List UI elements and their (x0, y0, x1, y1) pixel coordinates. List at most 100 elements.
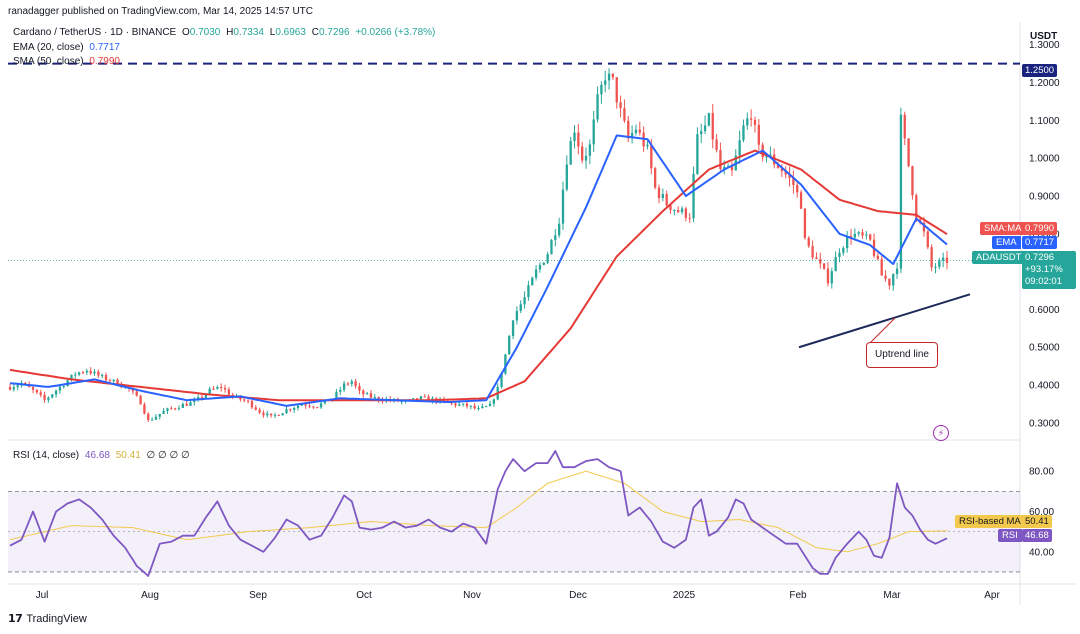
rsi-legend[interactable]: RSI (14, close) 46.68 50.41 ∅ ∅ ∅ ∅ (13, 450, 190, 461)
candle-body (715, 139, 718, 151)
candle-body (588, 144, 592, 156)
candle-body (254, 407, 257, 410)
candle-body (289, 409, 292, 411)
last-price-tag: 0.7296 +93.17% 09:02:01 (1022, 251, 1076, 289)
candle-body (465, 403, 469, 407)
candle-body (531, 277, 534, 286)
x-tick-mar: Mar (883, 590, 901, 601)
candle-body (627, 120, 630, 139)
candle-body (822, 263, 826, 269)
candle-body (661, 194, 664, 199)
candle-body (369, 393, 373, 398)
candle-body (565, 164, 568, 190)
candle-body (573, 132, 576, 142)
candle-body (504, 354, 507, 374)
candle-body (269, 413, 273, 416)
price-tick-3: 0.6000 (1029, 305, 1060, 316)
candle-body (903, 114, 906, 139)
candle-body (830, 271, 833, 284)
candle-body (481, 406, 484, 409)
callout-pointer (869, 317, 896, 344)
candle-body (500, 373, 503, 387)
candle-body (569, 141, 572, 165)
candle-body (143, 404, 146, 414)
candle-body (849, 236, 853, 238)
candle-body (707, 113, 711, 126)
candle-body (607, 73, 611, 81)
x-tick-aug: Aug (141, 590, 159, 601)
candle-body (147, 413, 150, 421)
candle-body (212, 388, 215, 390)
candle-body (216, 387, 219, 389)
symbol-name: Cardano / TetherUS · 1D · BINANCE (13, 27, 177, 38)
candle-body (600, 84, 603, 95)
candle-body (746, 118, 749, 126)
candle-body (619, 102, 622, 109)
ema-tag-name: EMA (992, 236, 1021, 249)
candle-body (669, 205, 672, 211)
candle-body (469, 405, 472, 407)
x-tick-2025: 2025 (673, 590, 696, 601)
candle-body (584, 155, 588, 161)
price-tick-7: 1.0000 (1029, 154, 1060, 165)
price-tick-10: 1.3000 (1029, 40, 1060, 51)
rsi-legend-extra: ∅ ∅ ∅ ∅ (146, 450, 190, 461)
candle-body (796, 185, 799, 193)
candle-body (81, 372, 85, 374)
candle-body (784, 171, 787, 175)
lightning-icon[interactable]: ⚡ (933, 425, 949, 441)
x-tick-feb: Feb (789, 590, 807, 601)
resistance-price-tag: 1.2500 (1022, 64, 1058, 77)
sma-legend[interactable]: SMA (50, close) 0.7990 (13, 56, 120, 67)
currency-label: USDT (1030, 31, 1058, 42)
candle-body (857, 232, 860, 234)
candle-body (308, 405, 311, 407)
candle-body (799, 192, 803, 209)
ema-20-line (9, 134, 948, 407)
rsi-tick-2: 80.00 (1029, 467, 1054, 478)
candle-body (630, 133, 634, 139)
low-label: L (269, 27, 276, 38)
candle-body (554, 235, 557, 240)
candle-body (684, 208, 688, 218)
candle-body (815, 257, 818, 260)
candle-body (826, 268, 830, 284)
candle-body (35, 389, 39, 393)
candle-body (653, 168, 657, 188)
candle-body (811, 245, 814, 258)
candle-body (638, 129, 641, 133)
last-price: 0.7296 (1025, 252, 1055, 263)
candle-body (354, 381, 357, 387)
candle-body (412, 398, 415, 400)
candle-body (312, 406, 315, 408)
x-tick-sep: Sep (249, 590, 267, 601)
rsi-tick-0: 40.00 (1029, 547, 1054, 558)
candle-body (700, 131, 703, 135)
rsi-line (9, 450, 948, 577)
candle-body (93, 371, 96, 374)
tradingview-footer[interactable]: 𝟭𝟳 TradingView (8, 612, 87, 626)
candle-body (895, 268, 899, 275)
uptrend-line-callout[interactable]: Uptrend line (866, 342, 938, 368)
candle-body (220, 387, 223, 389)
candle-body (154, 416, 158, 420)
candle-body (519, 304, 522, 311)
candle-body (550, 239, 553, 255)
candle-body (70, 374, 73, 381)
open-value: 0.7030 (189, 27, 221, 38)
ema-legend[interactable]: EMA (20, close) 0.7717 (13, 42, 120, 53)
candle-body (869, 234, 872, 240)
candle-body (185, 403, 188, 406)
symbol-legend[interactable]: Cardano / TetherUS · 1D · BINANCE O0.703… (13, 27, 435, 38)
candle-body (780, 168, 784, 172)
x-tick-oct: Oct (356, 590, 372, 601)
ema-legend-label: EMA (20, close) (13, 42, 84, 53)
candle-body (177, 407, 181, 409)
x-tick-jul: Jul (36, 590, 49, 601)
candle-body (899, 114, 903, 269)
candle-body (557, 223, 561, 236)
candle-body (293, 407, 296, 410)
rsi-tick-1: 60.00 (1029, 507, 1054, 518)
tradingview-logo-icon: 𝟭𝟳 (8, 613, 23, 625)
